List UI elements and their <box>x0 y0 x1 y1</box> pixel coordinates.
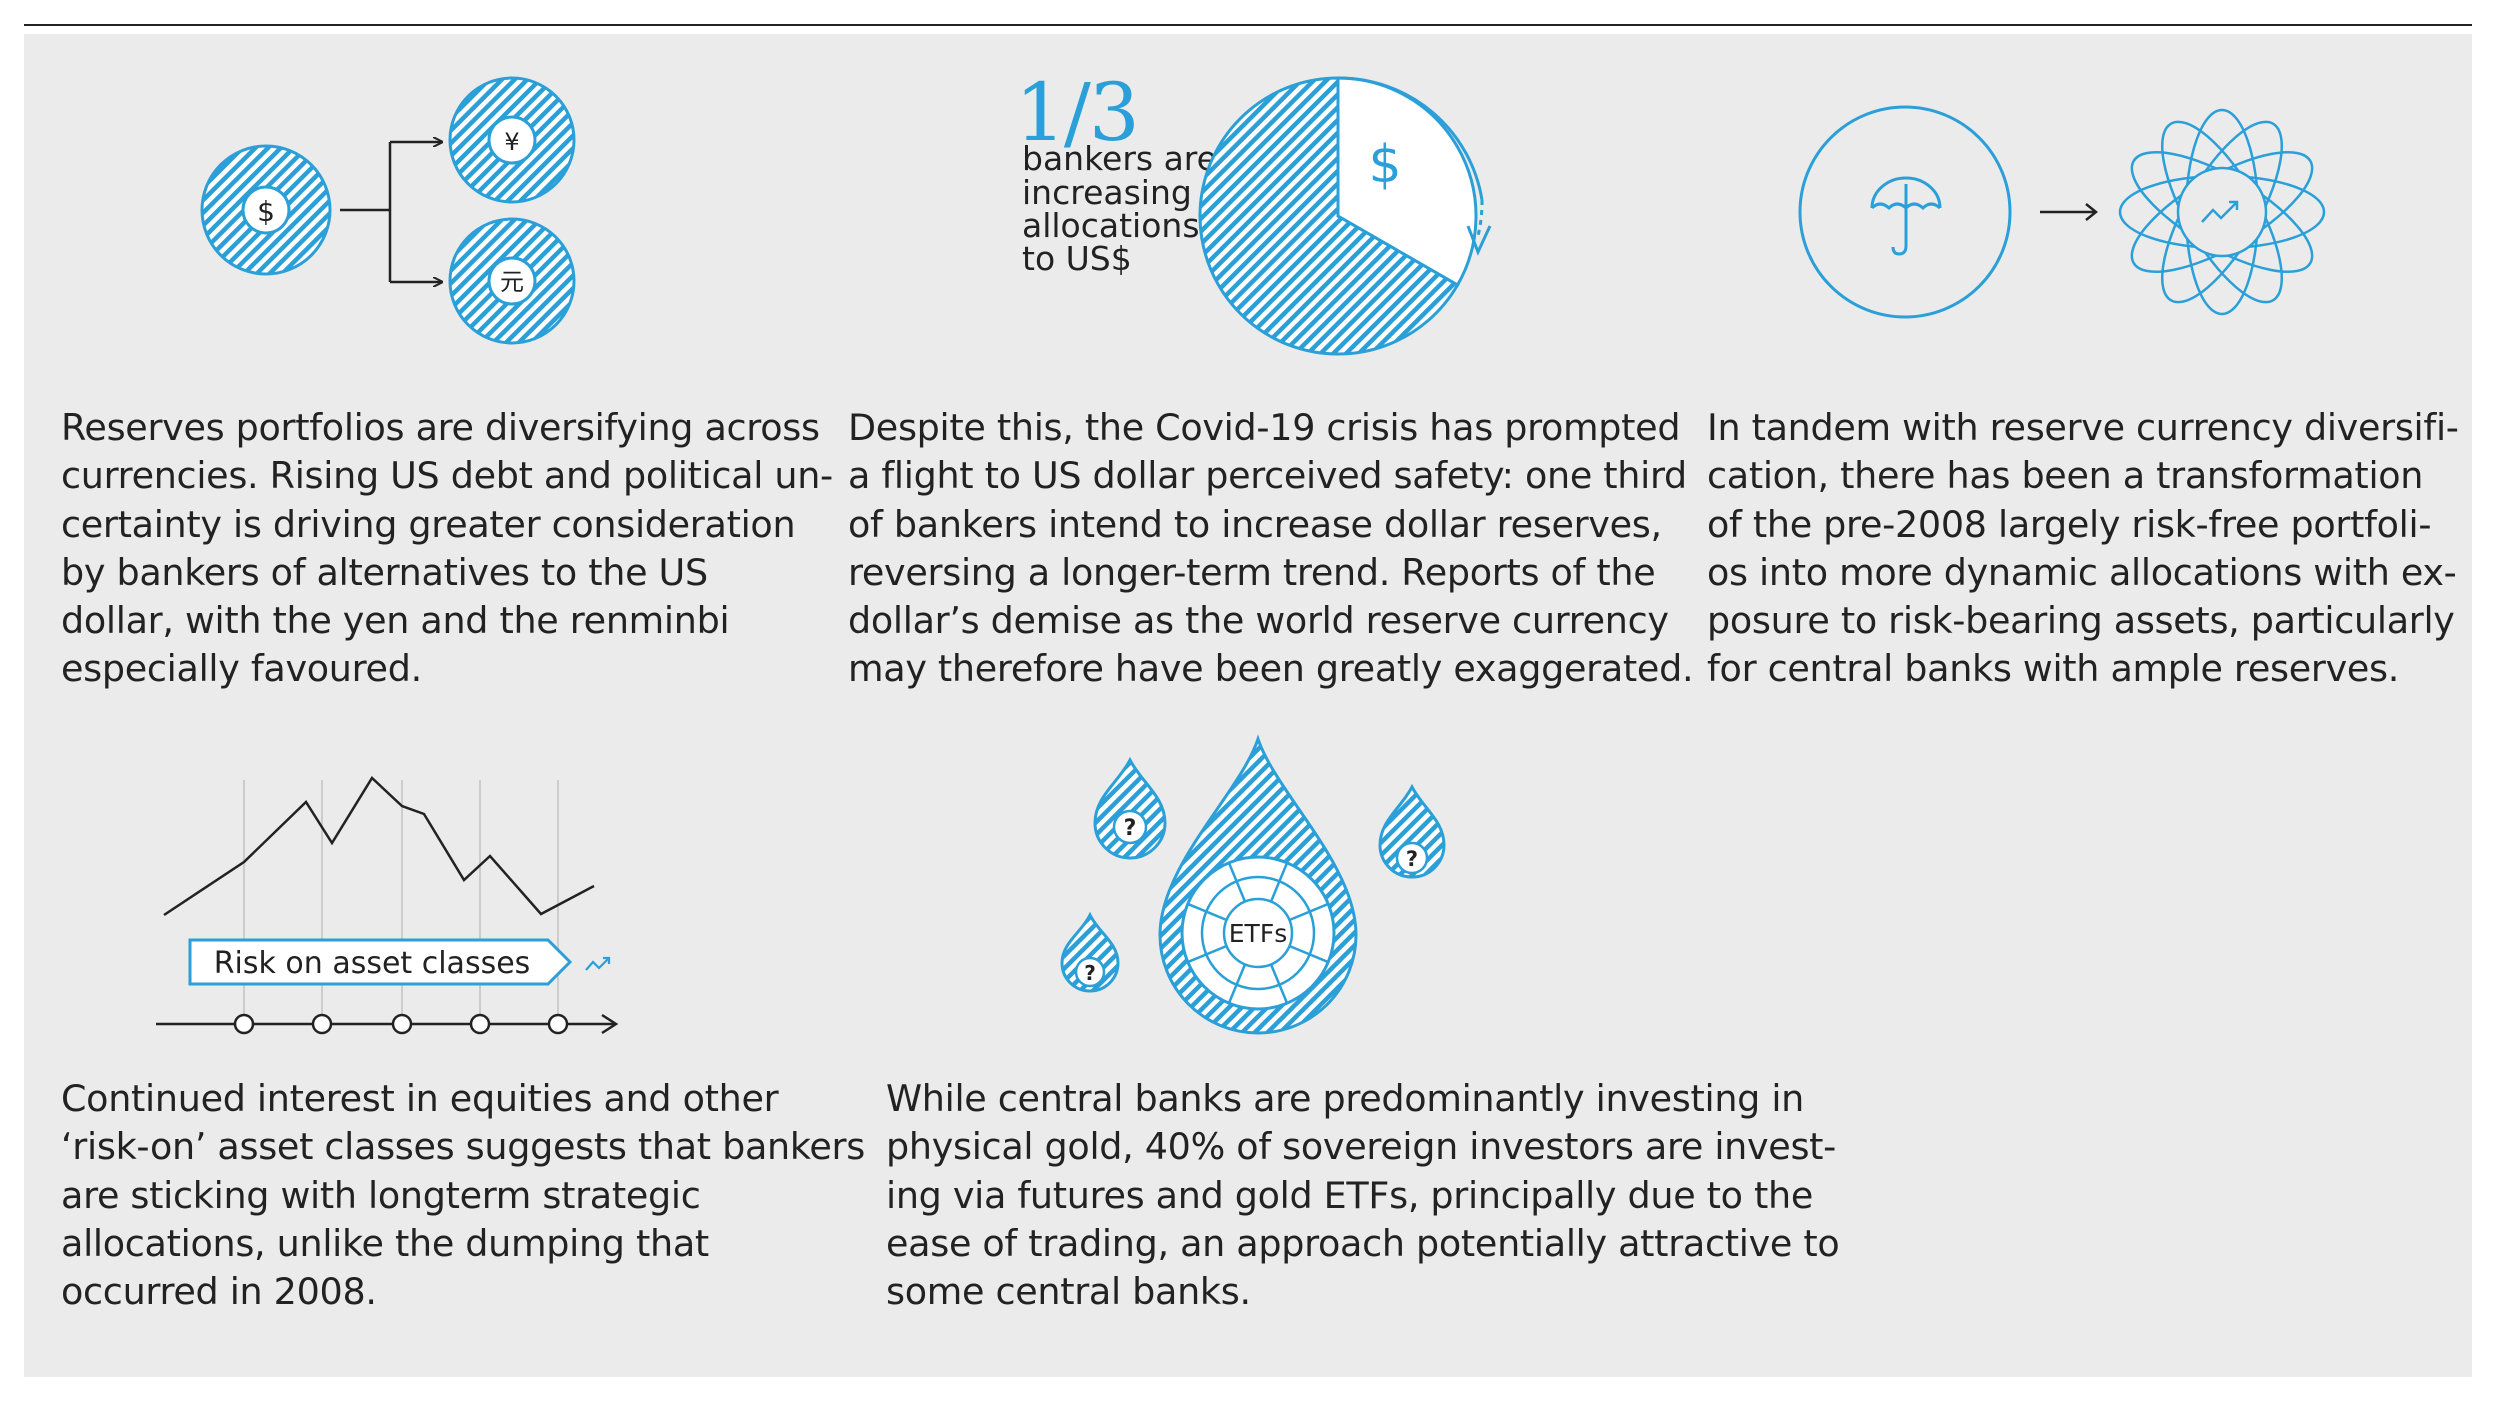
pie-chart-icon: $ <box>1198 76 1478 356</box>
currencies-paragraph: Reserves portfolios are diversifying acr… <box>61 404 833 694</box>
line-chart-icon <box>163 776 595 917</box>
question-mark: ? <box>1406 847 1418 871</box>
rotation-arrow-icon <box>1337 76 1492 256</box>
risk-transformation-paragraph: In tandem with reserve currency diversif… <box>1707 404 2467 694</box>
gold-etfs-paragraph: While central banks are predominantly in… <box>886 1075 1866 1316</box>
paragraph-line: While central banks are predominantly in… <box>886 1077 1804 1120</box>
dollar-symbol: $ <box>257 195 275 228</box>
etf-segment-divider <box>1269 963 1289 1004</box>
paragraph-line: Reserves portfolios are diversifying acr… <box>61 406 820 449</box>
paragraph-line: os into more dynamic allocations with ex… <box>1707 550 2457 594</box>
trend-up-icon <box>585 956 611 971</box>
paragraph-line: cation, there has been a transformation <box>1707 454 2424 498</box>
etf-inner-ring <box>1200 875 1316 991</box>
orbit-core <box>2176 166 2268 258</box>
paragraph-line: occurred in 2008. <box>61 1270 377 1314</box>
yen-coin-icon: ¥ <box>448 76 576 204</box>
paragraph-line: are sticking with longterm strategic <box>61 1173 701 1217</box>
caption-line: allocations <box>1022 206 1200 245</box>
question-drop-icon: ? <box>1093 756 1167 860</box>
timeline-marker <box>391 1013 413 1035</box>
paragraph-line: ease of trading, an approach potentially… <box>886 1221 1840 1265</box>
paragraph-line: Despite this, the Covid-19 crisis has pr… <box>848 406 1681 449</box>
orbit-sphere-icon <box>2118 108 2326 316</box>
paragraph-line: for central banks with ample reserves. <box>1707 647 2400 691</box>
dollar-coin-icon: $ <box>200 144 332 276</box>
pie-majority-slice <box>1198 76 1460 356</box>
timeline-marker <box>311 1013 333 1035</box>
question-mark: ? <box>1124 816 1137 841</box>
paragraph-line: posure to risk-bearing assets, particula… <box>1707 599 2455 643</box>
paragraph-line: a flight to US dollar perceived safety: … <box>848 454 1687 498</box>
yen-symbol: ¥ <box>504 128 519 156</box>
paragraph-line: dollar’s demise as the world reserve cur… <box>848 599 1669 643</box>
paragraph-line: currencies. Rising US debt and political… <box>61 454 833 498</box>
timeline-marker <box>547 1013 569 1035</box>
large-drop-icon: ETFs <box>1158 734 1358 1035</box>
umbrella-circle-icon <box>1798 105 2012 319</box>
etfs-label: ETFs <box>1229 919 1287 948</box>
etf-segment-divider <box>1288 944 1329 964</box>
etf-segment-divider <box>1227 862 1247 903</box>
caption-line: bankers are <box>1022 139 1217 178</box>
paragraph-line: of the pre-2008 largely risk-free portfo… <box>1707 502 2432 546</box>
yuan-coin-icon: 元 <box>448 217 576 345</box>
caption-line: increasing <box>1022 173 1192 212</box>
etf-segment-divider <box>1187 902 1228 922</box>
question-mark: ? <box>1084 961 1096 985</box>
timeline-icon <box>156 1013 619 1035</box>
etf-segment-divider <box>1227 963 1247 1004</box>
paragraph-line: dollar, with the yen and the renminbi <box>61 599 730 643</box>
branch-arrow-icon <box>340 142 442 282</box>
paragraph-line: reversing a longer-term trend. Reports o… <box>848 550 1656 594</box>
question-drop-icon: ? <box>1060 911 1120 993</box>
paragraph-line: some central banks. <box>886 1270 1251 1314</box>
dollar-share-illustration: 1/3 bankers are increasing allocations t… <box>1015 66 1492 356</box>
question-drop-icon: ? <box>1378 783 1446 879</box>
paragraph-line: allocations, unlike the dumping that <box>61 1221 709 1265</box>
top-rule <box>24 24 2472 26</box>
paragraph-line: of bankers intend to increase dollar res… <box>848 502 1662 546</box>
paragraph-line: In tandem with reserve currency diversif… <box>1707 406 2459 449</box>
paragraph-line: may therefore have been greatly exaggera… <box>848 647 1694 691</box>
gold-etfs-illustration: ? ? ? ETFs <box>1060 734 1446 1035</box>
etf-segment-divider <box>1288 902 1329 922</box>
paragraph-line: by bankers of alternatives to the US <box>61 550 708 594</box>
etf-segment-divider <box>1187 944 1228 964</box>
paragraph-line: physical gold, 40% of sovereign investor… <box>886 1125 1837 1169</box>
risk-on-illustration: Risk on asset classes <box>156 776 619 1035</box>
paragraph-line: ing via futures and gold ETFs, principal… <box>886 1173 1814 1217</box>
risk-on-banner: Risk on asset classes <box>188 938 573 986</box>
risk-transformation-illustration <box>1798 105 2326 319</box>
caption-line: to US$ <box>1022 239 1132 278</box>
paragraph-line: Continued interest in equities and other <box>61 1077 779 1120</box>
paragraph-line: especially favoured. <box>61 647 422 691</box>
pie-dollar-symbol: $ <box>1368 135 1401 195</box>
arrow-right-icon <box>2040 203 2099 221</box>
paragraph-line: certainty is driving greater considerati… <box>61 502 796 546</box>
yuan-symbol: 元 <box>500 268 524 296</box>
paragraph-line: ‘risk-on’ asset classes suggests that ba… <box>61 1125 865 1169</box>
etf-segment-divider <box>1269 862 1289 903</box>
risk-on-paragraph: Continued interest in equities and other… <box>61 1075 865 1316</box>
currency-diversification-illustration: $ ¥ 元 <box>200 76 576 345</box>
etf-ring-segments <box>1187 862 1329 1004</box>
fraction-label: 1/3 <box>1015 66 1138 159</box>
risk-on-banner-label: Risk on asset classes <box>214 946 531 981</box>
dollar-share-paragraph: Despite this, the Covid-19 crisis has pr… <box>848 404 1694 694</box>
timeline-marker <box>233 1013 255 1035</box>
timeline-marker <box>469 1013 491 1035</box>
trend-up-icon <box>2201 200 2239 223</box>
